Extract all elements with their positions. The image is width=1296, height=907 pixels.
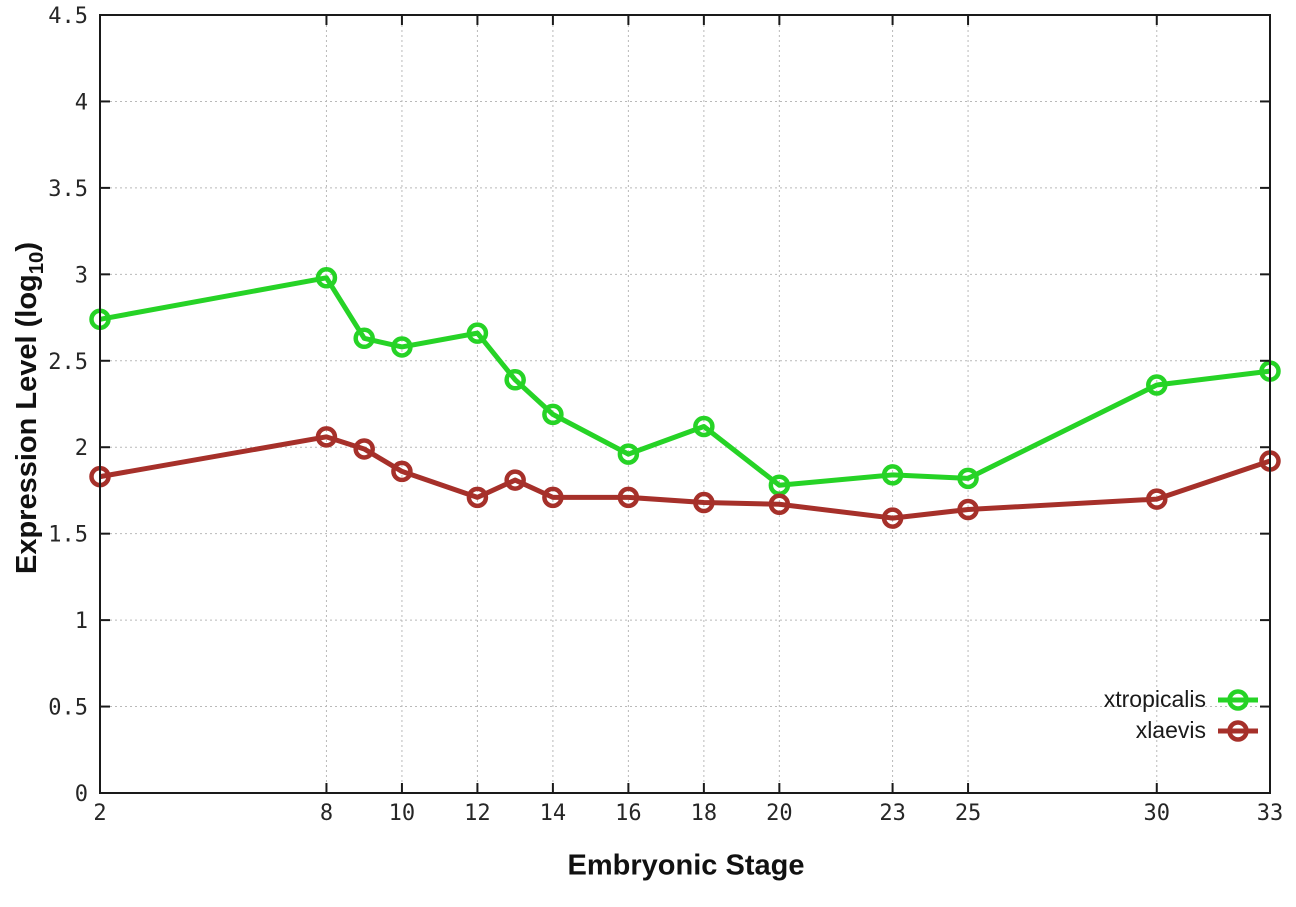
- x-tick-label: 30: [1144, 801, 1171, 826]
- marker-xtropicalis: [391, 336, 413, 358]
- legend-marker-xlaevis-icon: [1218, 719, 1258, 742]
- y-tick-label: 1.5: [48, 523, 88, 548]
- y-tick-label: 2: [75, 436, 88, 461]
- y-axis-title: Expression Level (log10): [11, 242, 49, 574]
- marker-xlaevis: [315, 426, 338, 448]
- legend-marker-xtropicalis-icon: [1218, 688, 1258, 711]
- y-axis-title-suffix: ): [10, 242, 43, 252]
- legend-item-xlaevis: xlaevis: [1104, 715, 1260, 746]
- series-line-xlaevis: [99, 434, 1271, 521]
- marker-xtropicalis: [881, 464, 904, 486]
- legend: xtropicalis xlaevis: [1104, 684, 1260, 746]
- x-tick-label: 18: [691, 801, 718, 826]
- y-axis-title-subscript: 10: [26, 251, 49, 275]
- x-tick-label: 14: [540, 801, 567, 826]
- marker-xlaevis: [617, 486, 640, 509]
- marker-xlaevis: [957, 498, 979, 521]
- marker-xlaevis: [768, 493, 791, 516]
- x-tick-label: 12: [464, 801, 491, 826]
- marker-xtropicalis: [315, 267, 338, 289]
- marker-xtropicalis: [693, 415, 715, 438]
- marker-xlaevis: [1146, 488, 1168, 510]
- x-tick-label: 10: [389, 801, 416, 826]
- y-tick-label: 0.5: [48, 696, 88, 721]
- y-tick-label: 1: [75, 609, 88, 634]
- y-tick-label: 4: [75, 90, 88, 115]
- y-axis-title-text: Expression Level (log: [10, 274, 43, 574]
- marker-xtropicalis: [466, 322, 489, 344]
- x-tick-label: 25: [955, 801, 982, 826]
- marker-xlaevis: [466, 486, 489, 509]
- y-tick-label: 3: [75, 263, 88, 288]
- x-axis-title: Embryonic Stage: [567, 849, 805, 882]
- x-tick-label: 8: [320, 801, 333, 826]
- x-tick-label: 23: [879, 801, 906, 826]
- x-tick-label: 33: [1257, 801, 1284, 826]
- x-tick-label: 2: [93, 801, 106, 826]
- series-line-xtropicalis: [99, 275, 1271, 488]
- y-tick-label: 2.5: [48, 350, 88, 375]
- legend-label-xlaevis: xlaevis: [1135, 717, 1206, 743]
- marker-xlaevis: [353, 438, 375, 460]
- y-tick-label: 0: [75, 782, 88, 807]
- marker-xlaevis: [693, 491, 715, 514]
- marker-xtropicalis: [542, 403, 564, 426]
- x-tick-label: 16: [615, 801, 642, 826]
- legend-item-xtropicalis: xtropicalis: [1104, 684, 1260, 715]
- plot-border: [99, 14, 1271, 794]
- marker-xtropicalis: [617, 443, 640, 465]
- marker-xtropicalis: [353, 327, 375, 350]
- y-tick-label: 3.5: [48, 177, 88, 202]
- marker-xlaevis: [504, 469, 526, 491]
- marker-xlaevis: [881, 507, 904, 529]
- marker-xlaevis: [542, 486, 564, 509]
- marker-xtropicalis: [957, 467, 979, 490]
- legend-label-xtropicalis: xtropicalis: [1103, 686, 1206, 712]
- marker-xtropicalis: [504, 369, 526, 391]
- y-tick-label: 4.5: [48, 4, 88, 29]
- x-tick-label: 20: [766, 801, 793, 826]
- marker-xlaevis: [391, 460, 413, 483]
- marker-xtropicalis: [1146, 374, 1168, 396]
